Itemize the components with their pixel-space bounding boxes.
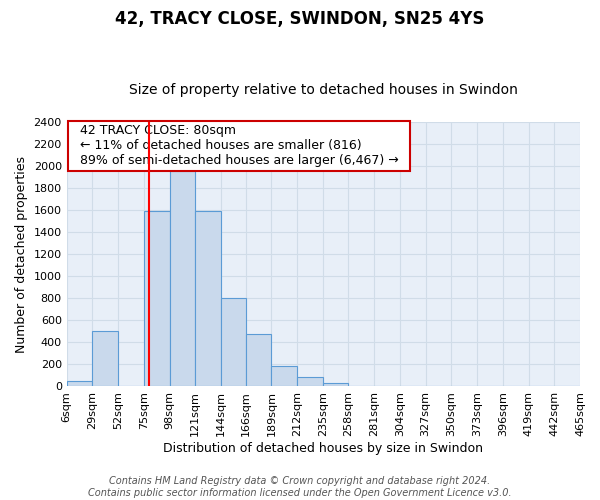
Bar — [245, 334, 271, 386]
Bar — [170, 172, 195, 386]
Bar — [271, 366, 297, 386]
Bar — [67, 381, 92, 386]
Text: Contains HM Land Registry data © Crown copyright and database right 2024.
Contai: Contains HM Land Registry data © Crown c… — [88, 476, 512, 498]
Title: Size of property relative to detached houses in Swindon: Size of property relative to detached ho… — [129, 83, 518, 97]
Text: 42, TRACY CLOSE, SWINDON, SN25 4YS: 42, TRACY CLOSE, SWINDON, SN25 4YS — [115, 10, 485, 28]
Bar — [92, 332, 118, 386]
X-axis label: Distribution of detached houses by size in Swindon: Distribution of detached houses by size … — [163, 442, 484, 455]
Y-axis label: Number of detached properties: Number of detached properties — [15, 156, 28, 352]
Bar — [323, 383, 349, 386]
Bar — [297, 376, 323, 386]
Bar — [144, 211, 170, 386]
Bar — [221, 298, 245, 386]
Bar — [195, 211, 221, 386]
Text: 42 TRACY CLOSE: 80sqm
  ← 11% of detached houses are smaller (816)
  89% of semi: 42 TRACY CLOSE: 80sqm ← 11% of detached … — [72, 124, 407, 168]
